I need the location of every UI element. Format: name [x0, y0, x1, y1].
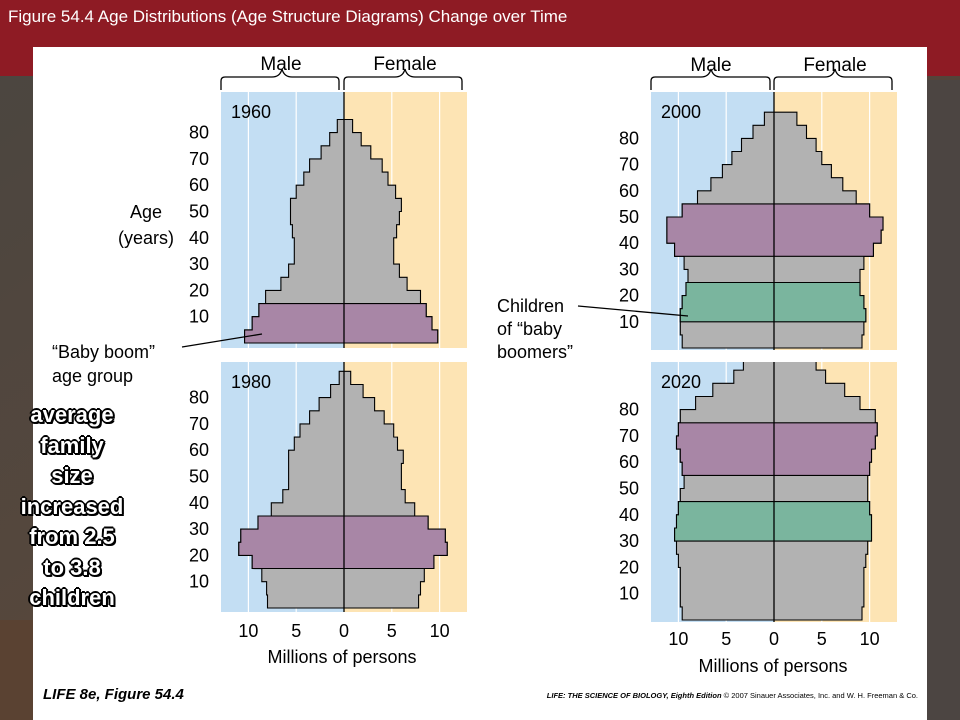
slide-title: Figure 54.4 Age Distributions (Age Struc…: [8, 7, 568, 26]
annotation-line: family: [40, 432, 104, 458]
header-female-left: Female: [373, 54, 436, 75]
children-leader-line: [577, 305, 689, 317]
annotation-line: size: [51, 463, 93, 488]
x-tick-label: 10: [668, 629, 688, 649]
x-tick-label: 5: [721, 629, 731, 649]
age-tick-label: 20: [189, 545, 209, 565]
header-male-left: Male: [260, 54, 301, 75]
age-tick-label: 50: [189, 467, 209, 487]
age-tick-label: 70: [619, 155, 639, 175]
x-tick-label: 0: [339, 621, 349, 641]
baby-boom-band: [675, 422, 878, 476]
credit-right: LIFE: THE SCIENCE OF BIOLOGY, Eighth Edi…: [547, 691, 918, 700]
x-tick-label: 10: [860, 629, 880, 649]
family-size-annotation: average family size increased from 2.5 to 3.8…: [8, 400, 136, 614]
pyramid-1980: 1980 10 20 30 40 50 60 70 80: [189, 362, 467, 612]
annotation-line: average: [30, 402, 114, 427]
x-tick-label: 10: [430, 621, 450, 641]
figure-panel: Male Female Male Female 1960 10 20 30 40 50 60…: [33, 47, 927, 720]
age-tick-label: 40: [619, 505, 639, 525]
slide-title-bar: Figure 54.4 Age Distributions (Age Struc…: [0, 0, 960, 34]
x-tick-label: 10: [238, 621, 258, 641]
y-axis-label-years: (years): [118, 228, 174, 248]
callout-boomers: boomers”: [497, 342, 573, 362]
panel-year-label: 1980: [231, 372, 271, 392]
age-tick-label: 50: [619, 207, 639, 227]
age-tick-label: 50: [619, 479, 639, 499]
age-tick-label: 70: [189, 149, 209, 169]
age-tick-label: 70: [619, 426, 639, 446]
children-of-boomers-band: [679, 281, 867, 323]
age-tick-label: 60: [619, 181, 639, 201]
y-axis-label-age: Age: [130, 202, 162, 222]
age-tick-label: 10: [189, 572, 209, 592]
x-tick-label: 5: [387, 621, 397, 641]
header-female-right: Female: [803, 55, 866, 76]
x-axis-label-left: Millions of persons: [267, 647, 416, 667]
x-tick-label: 0: [769, 629, 779, 649]
age-tick-label: 30: [189, 254, 209, 274]
baby-boom-band: [238, 515, 448, 570]
age-tick-label: 20: [189, 280, 209, 300]
annotation-line: increased: [20, 493, 124, 519]
pyramid-2000: 2000 10 20 30 40 50 60 70 80: [619, 92, 897, 350]
age-tick-label: 30: [189, 519, 209, 539]
age-tick-label: 40: [619, 233, 639, 253]
age-tick-label: 20: [619, 286, 639, 306]
age-structure-figure: Male Female Male Female 1960102030405060…: [43, 54, 918, 703]
pyramid-1960: 1960 10 20 30 40 50 60 70 80: [189, 92, 467, 348]
age-tick-label: 30: [619, 259, 639, 279]
age-tick-label: 60: [189, 440, 209, 460]
age-tick-label: 10: [619, 312, 639, 332]
annotation-line: to 3.8: [43, 554, 101, 580]
callout-of-baby: of “baby: [497, 319, 562, 339]
age-tick-label: 80: [619, 128, 639, 148]
annotation-line: children: [29, 585, 115, 610]
panel-year-label: 2000: [661, 102, 701, 122]
x-tick-label: 5: [291, 621, 301, 641]
age-tick-label: 80: [619, 400, 639, 420]
x-tick-label: 5: [817, 629, 827, 649]
age-tick-label: 30: [619, 531, 639, 551]
header-male-right: Male: [690, 55, 731, 76]
callout-baby-boom-group: age group: [52, 366, 133, 386]
panel-year-label: 2020: [661, 372, 701, 392]
baby-boom-band: [666, 203, 884, 257]
age-tick-label: 60: [189, 175, 209, 195]
age-tick-label: 10: [619, 584, 639, 604]
annotation-line: from 2.5: [29, 524, 115, 549]
population-bars: [244, 118, 439, 344]
baby-boom-band: [244, 303, 439, 344]
credit-left: LIFE 8e, Figure 54.4: [43, 686, 185, 703]
age-tick-label: 70: [189, 414, 209, 434]
x-ticks-right: 10 5 0 5 10: [668, 629, 879, 649]
age-tick-label: 20: [619, 557, 639, 577]
age-tick-label: 80: [189, 123, 209, 143]
age-tick-label: 10: [189, 307, 209, 327]
callout-baby-boom: “Baby boom”: [52, 342, 155, 362]
baby-boom-leader-line: [181, 333, 263, 348]
age-tick-label: 40: [189, 228, 209, 248]
header-right: [650, 68, 893, 90]
age-tick-label: 60: [619, 452, 639, 472]
x-axis-label-right: Millions of persons: [698, 656, 847, 676]
age-tick-label: 50: [189, 202, 209, 222]
pyramid-2020: 2020 10 20 30 40 50 60 70 80: [619, 362, 897, 622]
children-of-boomers-band: [674, 501, 873, 542]
callout-children: Children: [497, 296, 564, 316]
age-tick-label: 40: [189, 493, 209, 513]
x-ticks-left: 10 5 0 5 10: [238, 621, 449, 641]
credit-right-book: LIFE: THE SCIENCE OF BIOLOGY, Eighth Edi…: [547, 691, 722, 700]
age-tick-label: 80: [189, 388, 209, 408]
header-left: [220, 68, 463, 90]
panel-year-label: 1960: [231, 102, 271, 122]
credit-right-copyright: © 2007 Sinauer Associates, Inc. and W. H…: [722, 691, 918, 700]
